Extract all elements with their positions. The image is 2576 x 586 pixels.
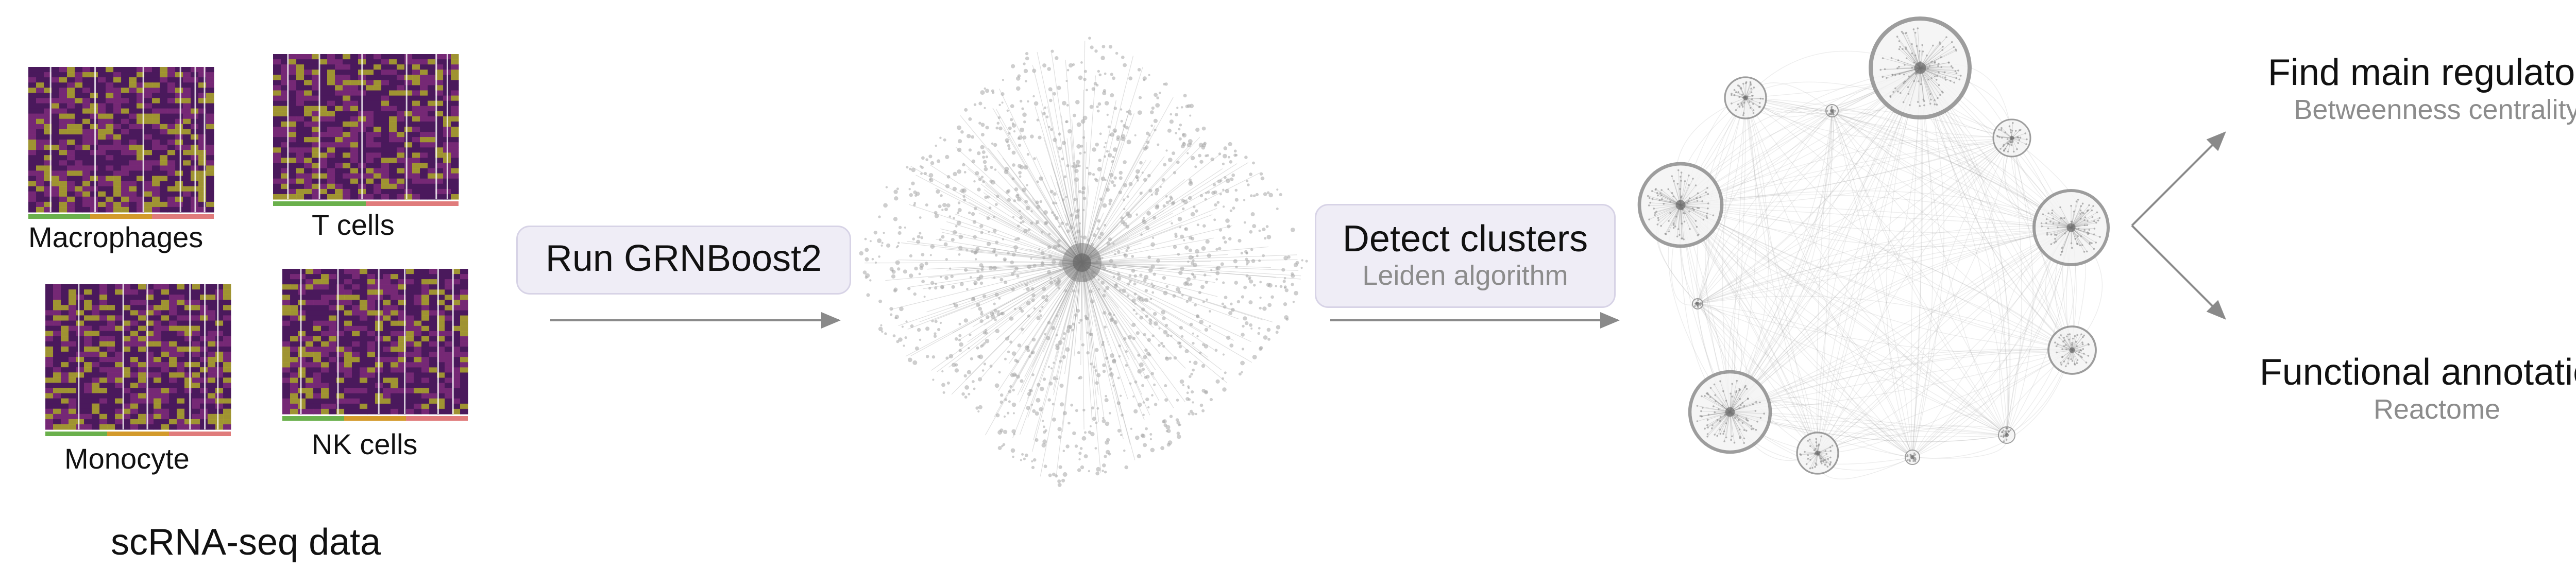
step-detect-clusters-subtitle: Leiden algorithm [1362, 260, 1568, 291]
heatmap-label-t-cells: T cells [312, 209, 395, 241]
output-main-regulators-subtitle: Betweenness centrality [2294, 94, 2576, 125]
heatmap-t-cells [273, 54, 459, 206]
heatmap-monocyte [45, 284, 231, 436]
output-functional-annotation-subtitle: Reactome [2373, 394, 2501, 425]
step-detect-clusters: Detect clusters Leiden algorithm [1315, 204, 1616, 308]
clustered-network [1637, 16, 2110, 479]
output-functional-annotation: Functional annotation Reactome [2215, 351, 2576, 425]
scrna-seq-caption: scRNA-seq data [111, 522, 381, 563]
step-detect-clusters-title: Detect clusters [1342, 218, 1588, 260]
output-main-regulators: Find main regulators Betweenness central… [2215, 51, 2576, 126]
heatmap-macrophages [28, 67, 214, 219]
heatmap-panels [28, 54, 468, 436]
step-run-grnboost2: Run GRNBoost2 [516, 226, 851, 295]
heatmap-nk-cells [282, 269, 468, 421]
output-functional-annotation-title: Functional annotation [2259, 352, 2576, 393]
arrow-to-regulators [2131, 131, 2226, 227]
heatmap-label-monocyte: Monocyte [64, 442, 190, 475]
arrow-to-annotation [2131, 225, 2226, 320]
output-main-regulators-title: Find main regulators [2267, 52, 2576, 93]
step-run-grnboost2-title: Run GRNBoost2 [545, 238, 822, 279]
heatmap-label-macrophages: Macrophages [28, 221, 204, 253]
heatmap-label-nk-cells: NK cells [312, 428, 418, 460]
gene-regulatory-network [859, 37, 1308, 487]
